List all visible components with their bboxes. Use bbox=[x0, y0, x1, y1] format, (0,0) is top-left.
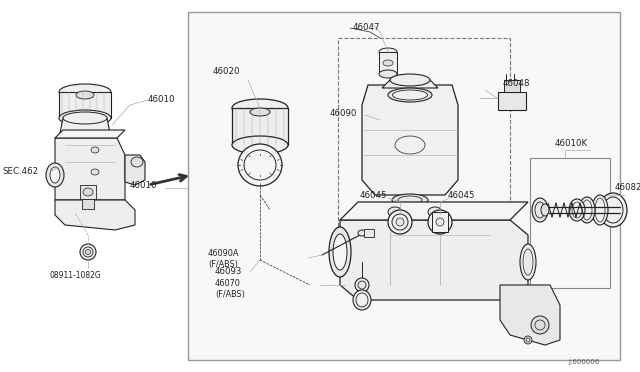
Bar bbox=[82, 199, 94, 209]
Ellipse shape bbox=[592, 195, 608, 225]
Ellipse shape bbox=[569, 199, 585, 221]
Ellipse shape bbox=[428, 210, 452, 234]
Text: 46090A: 46090A bbox=[208, 250, 239, 259]
Text: 46048: 46048 bbox=[503, 80, 531, 89]
Ellipse shape bbox=[238, 144, 282, 186]
Polygon shape bbox=[340, 202, 528, 220]
Bar bbox=[504, 80, 520, 92]
Ellipse shape bbox=[388, 210, 412, 234]
Ellipse shape bbox=[91, 169, 99, 175]
Ellipse shape bbox=[579, 197, 595, 223]
Text: 46090: 46090 bbox=[330, 109, 357, 118]
Ellipse shape bbox=[80, 244, 96, 260]
Polygon shape bbox=[59, 118, 111, 138]
Ellipse shape bbox=[83, 247, 93, 257]
Polygon shape bbox=[55, 130, 125, 138]
Ellipse shape bbox=[383, 60, 393, 66]
Polygon shape bbox=[59, 92, 111, 118]
Text: (F/ABS): (F/ABS) bbox=[215, 289, 245, 298]
Text: J:600006: J:600006 bbox=[568, 359, 600, 365]
Text: 46020: 46020 bbox=[213, 67, 241, 77]
Bar bbox=[498, 92, 526, 110]
Ellipse shape bbox=[392, 90, 428, 100]
Ellipse shape bbox=[392, 194, 428, 206]
Bar bbox=[188, 12, 620, 360]
Ellipse shape bbox=[532, 198, 548, 222]
Polygon shape bbox=[362, 85, 458, 195]
Polygon shape bbox=[55, 138, 125, 200]
Ellipse shape bbox=[232, 99, 288, 117]
Polygon shape bbox=[340, 220, 528, 300]
Text: (F/ABS): (F/ABS) bbox=[208, 260, 238, 269]
Ellipse shape bbox=[541, 204, 549, 216]
Ellipse shape bbox=[50, 167, 60, 183]
Text: 46093: 46093 bbox=[215, 267, 243, 276]
Ellipse shape bbox=[333, 234, 347, 270]
Polygon shape bbox=[232, 108, 288, 145]
Ellipse shape bbox=[63, 112, 107, 124]
Ellipse shape bbox=[428, 207, 442, 217]
Text: 46010K: 46010K bbox=[555, 138, 588, 148]
Ellipse shape bbox=[524, 336, 532, 344]
Ellipse shape bbox=[388, 207, 402, 217]
Ellipse shape bbox=[388, 88, 432, 102]
Ellipse shape bbox=[83, 188, 93, 196]
Ellipse shape bbox=[520, 244, 536, 280]
Ellipse shape bbox=[131, 157, 143, 167]
Polygon shape bbox=[55, 200, 135, 230]
Ellipse shape bbox=[379, 70, 397, 78]
Text: 46045: 46045 bbox=[360, 192, 387, 201]
Text: 46045: 46045 bbox=[448, 192, 476, 201]
Ellipse shape bbox=[46, 163, 64, 187]
Ellipse shape bbox=[250, 108, 270, 116]
Ellipse shape bbox=[76, 91, 94, 99]
Ellipse shape bbox=[358, 281, 366, 289]
Ellipse shape bbox=[329, 227, 351, 277]
Ellipse shape bbox=[390, 74, 430, 86]
Bar bbox=[379, 52, 397, 74]
Ellipse shape bbox=[531, 316, 549, 334]
Text: 46082: 46082 bbox=[615, 183, 640, 192]
Ellipse shape bbox=[396, 218, 404, 226]
Ellipse shape bbox=[232, 136, 288, 154]
Ellipse shape bbox=[91, 147, 99, 153]
Text: 46010: 46010 bbox=[130, 180, 157, 189]
Bar bbox=[364, 229, 374, 237]
Bar bbox=[530, 158, 610, 288]
Ellipse shape bbox=[436, 218, 444, 226]
Ellipse shape bbox=[599, 193, 627, 227]
Text: 46010: 46010 bbox=[148, 96, 175, 105]
Ellipse shape bbox=[353, 290, 371, 310]
Bar bbox=[80, 185, 96, 199]
Ellipse shape bbox=[355, 278, 369, 292]
Ellipse shape bbox=[86, 250, 90, 254]
Ellipse shape bbox=[379, 48, 397, 56]
Ellipse shape bbox=[358, 230, 366, 236]
Ellipse shape bbox=[59, 110, 111, 126]
Ellipse shape bbox=[526, 338, 530, 342]
Polygon shape bbox=[500, 285, 560, 345]
Polygon shape bbox=[125, 155, 145, 185]
Polygon shape bbox=[382, 80, 438, 88]
Text: 46047: 46047 bbox=[353, 23, 381, 32]
Text: SEC.462: SEC.462 bbox=[2, 167, 38, 176]
Bar bbox=[432, 212, 448, 232]
Text: 46070: 46070 bbox=[215, 279, 241, 289]
Text: 08911-1082G: 08911-1082G bbox=[50, 272, 102, 280]
Ellipse shape bbox=[59, 84, 111, 100]
